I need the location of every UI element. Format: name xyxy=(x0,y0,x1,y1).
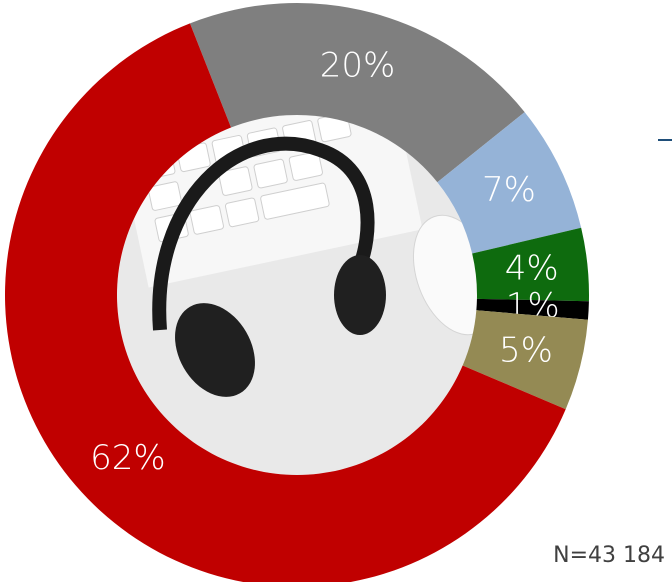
data-label: 62% xyxy=(90,438,166,478)
donut-segment xyxy=(189,3,525,183)
donut-segment xyxy=(472,227,589,302)
data-label: 4% xyxy=(505,249,559,289)
note: N=43 184 xyxy=(553,543,665,568)
donut-segment xyxy=(476,298,589,320)
data-label: 7% xyxy=(482,170,536,210)
data-label: 5% xyxy=(499,330,553,370)
data-label: 20% xyxy=(320,45,396,85)
donut-segment xyxy=(5,23,566,582)
donut-segment xyxy=(437,112,582,254)
donut-segment xyxy=(462,310,588,410)
